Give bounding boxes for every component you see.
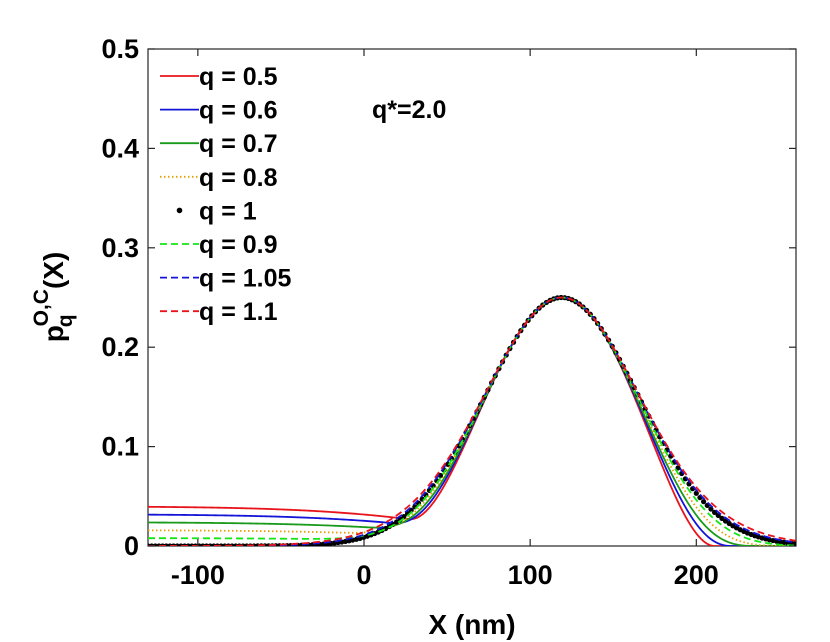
legend-label-series-0-9: q = 0.9	[199, 231, 278, 259]
curves-group	[148, 294, 796, 546]
legend-label-series-0-6: q = 0.6	[199, 97, 278, 125]
annotation-label: q*=2.0	[372, 96, 446, 124]
y-label-base: p	[38, 325, 69, 342]
legend-label-series-0-5: q = 0.5	[199, 63, 278, 91]
series-1-point	[393, 519, 400, 525]
series-0-9-line	[148, 296, 796, 546]
x-tick-label: 100	[508, 560, 553, 590]
y-tick-label: 0.4	[101, 133, 139, 163]
y-tick-label: 0	[124, 531, 139, 561]
series-1-point	[437, 472, 444, 479]
y-label-suffix: (X)	[38, 252, 69, 289]
y-axis-label-group: pqO,C(X)	[30, 252, 77, 343]
legend-label-series-1: q = 1	[199, 197, 257, 225]
y-axis-label: pqO,C(X)	[30, 252, 77, 343]
y-tick-label: 0.3	[101, 233, 139, 263]
legend-swatch-series-1	[176, 207, 183, 214]
y-label-sup: O,C	[30, 289, 53, 326]
legend-label-series-0-7: q = 0.7	[199, 130, 278, 158]
series-1-point	[675, 465, 681, 471]
x-axis-label: X (nm)	[428, 609, 515, 640]
y-tick-label: 0.5	[101, 34, 139, 64]
series-0-8-line	[148, 296, 796, 546]
series-1-1-line	[148, 296, 796, 546]
plot-area	[147, 48, 797, 547]
legend-label-series-0-8: q = 0.8	[199, 164, 278, 192]
legend-label-series-1-05: q = 1.05	[199, 265, 292, 293]
legend-label-series-1-1: q = 1.1	[199, 298, 278, 326]
x-tick-label: 200	[674, 560, 719, 590]
y-tick-label: 0.1	[101, 432, 139, 462]
series-1-point	[693, 490, 699, 496]
y-tick-label: 0.2	[101, 332, 139, 362]
series-1-point	[719, 515, 725, 521]
series-1-point	[701, 499, 707, 505]
y-label-sub: q	[54, 314, 77, 327]
legend: q = 0.5 q = 0.6 q = 0.7 q = 0.8 q = 1 q = 0.9…	[160, 63, 292, 326]
ticks-group: -100 0 100 200 0 0.1 0.2 0.3 0.4 0.5	[101, 34, 796, 590]
x-tick-label: 0	[356, 560, 371, 590]
series-1-point	[401, 513, 407, 520]
x-tick-label: -100	[171, 560, 225, 590]
